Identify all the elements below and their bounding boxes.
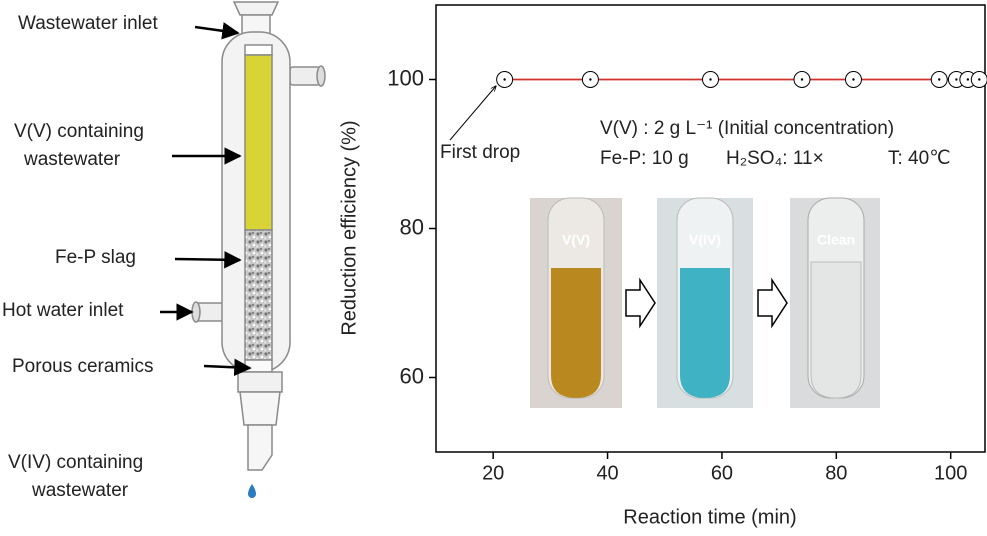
point-center [978, 78, 981, 81]
diagram-label: V(V) containing [14, 121, 144, 142]
column-diagram [191, 1, 326, 498]
x-tick-label: 100 [934, 462, 967, 484]
annotation: T: 40℃ [888, 148, 951, 169]
point-center [955, 78, 958, 81]
point-center [503, 78, 506, 81]
point-center [966, 78, 970, 81]
point-center [852, 78, 855, 81]
diagram-arrows [160, 22, 252, 377]
annotation: V(V) : 2 g L⁻¹ (Initial concentration) [600, 118, 894, 139]
x-tick-label: 60 [711, 462, 733, 484]
diagram-label: Fe-P slag [55, 247, 136, 268]
annotation: First drop [440, 142, 520, 163]
annotation-arrow [449, 86, 496, 141]
x-axis-title: Reaction time (min) [623, 506, 796, 528]
diagram-label: Hot water inlet [2, 300, 124, 321]
photo-label: V(V) [562, 232, 590, 248]
annotation: Fe-P: 10 g [600, 148, 689, 169]
diagram-label: wastewater [23, 149, 121, 170]
y-axis-title: Reduction efficiency (%) [338, 120, 360, 335]
y-tick-label: 60 [400, 363, 424, 388]
photo-label: V(IV) [689, 232, 721, 248]
x-tick-label: 80 [825, 462, 847, 484]
photo-label: Clean [817, 232, 855, 248]
y-tick-label: 100 [387, 65, 424, 90]
x-tick-label: 40 [596, 462, 618, 484]
y-tick-label: 80 [400, 214, 424, 239]
photos [530, 197, 880, 408]
annotation: H₂SO₄: 11× [726, 148, 824, 169]
point-center [589, 78, 592, 81]
diagram-label: Wastewater inlet [18, 13, 158, 34]
diagram-label: Porous ceramics [12, 356, 154, 377]
x-tick-label: 20 [482, 462, 504, 484]
diagram-label: wastewater [31, 480, 129, 501]
diagram-label: V(IV) containing [8, 452, 143, 473]
point-center [800, 78, 804, 81]
point-center [709, 78, 712, 81]
point-center [938, 78, 941, 81]
